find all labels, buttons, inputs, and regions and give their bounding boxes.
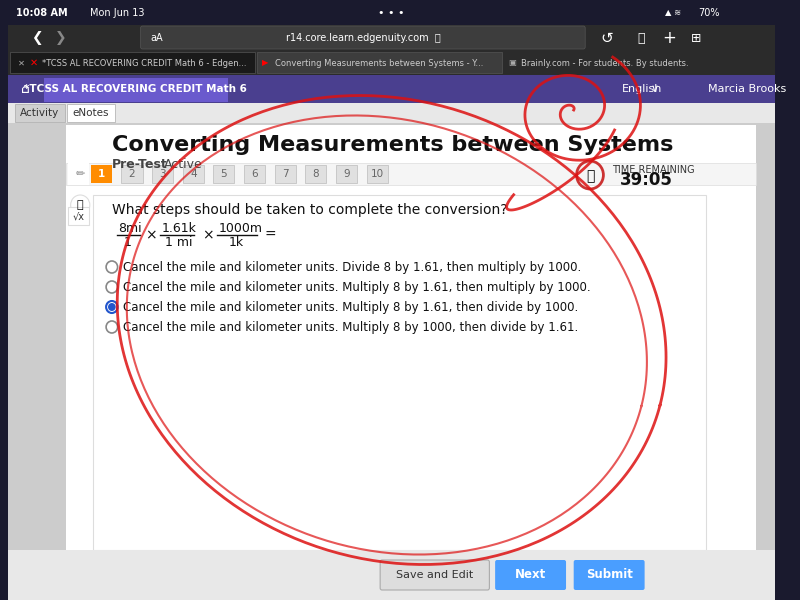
Text: r14.core.learn.edgenuity.com  🔒: r14.core.learn.edgenuity.com 🔒 [286,33,440,43]
FancyBboxPatch shape [274,165,296,183]
FancyBboxPatch shape [122,165,142,183]
Text: 3: 3 [159,169,166,179]
Text: 2: 2 [129,169,135,179]
FancyBboxPatch shape [8,75,775,103]
Text: Save and Edit: Save and Edit [396,570,474,580]
Text: Converting Measurements between Systems - Y...: Converting Measurements between Systems … [274,58,483,67]
Text: ↺: ↺ [601,31,614,46]
Text: ▲ ≋: ▲ ≋ [665,8,681,17]
FancyBboxPatch shape [141,26,586,49]
FancyBboxPatch shape [8,50,775,75]
FancyBboxPatch shape [8,123,775,600]
Text: ✕: ✕ [30,58,38,68]
Text: ∨: ∨ [650,84,658,94]
Text: aA: aA [150,33,163,43]
FancyBboxPatch shape [495,560,566,590]
Text: • • •: • • • [378,8,405,18]
FancyBboxPatch shape [306,165,326,183]
Text: 1: 1 [123,236,131,250]
Text: ▶: ▶ [262,58,269,67]
Text: 6: 6 [251,169,258,179]
Text: Pre-Test: Pre-Test [112,158,167,172]
Text: Cancel the mile and kilometer units. Multiply 8 by 1.61, then divide by 1000.: Cancel the mile and kilometer units. Mul… [123,301,578,313]
Text: What steps should be taken to complete the conversion?: What steps should be taken to complete t… [112,203,507,217]
FancyBboxPatch shape [380,560,490,590]
Text: 4: 4 [190,169,197,179]
FancyBboxPatch shape [67,104,114,122]
Text: 10: 10 [370,169,384,179]
Text: √x: √x [72,211,84,221]
Text: ⎙: ⎙ [637,31,645,44]
FancyBboxPatch shape [258,52,502,73]
Text: +: + [662,29,677,47]
Circle shape [108,303,116,311]
FancyBboxPatch shape [68,163,89,185]
Circle shape [70,195,90,215]
Text: =: = [264,228,276,242]
FancyBboxPatch shape [152,165,173,183]
Text: ⌂: ⌂ [22,82,30,96]
FancyBboxPatch shape [10,52,254,73]
Text: Marcia Brooks: Marcia Brooks [708,84,786,94]
Text: Cancel the mile and kilometer units. Multiply 8 by 1.61, then multiply by 1000.: Cancel the mile and kilometer units. Mul… [123,280,591,293]
FancyBboxPatch shape [66,163,756,185]
Text: Cancel the mile and kilometer units. Multiply 8 by 1000, then divide by 1.61.: Cancel the mile and kilometer units. Mul… [123,320,578,334]
Text: Converting Measurements between Systems: Converting Measurements between Systems [112,135,674,155]
Text: ×: × [202,228,214,242]
FancyBboxPatch shape [8,25,775,50]
FancyBboxPatch shape [90,165,112,183]
FancyBboxPatch shape [244,165,265,183]
Text: 1.61k: 1.61k [162,221,197,235]
Text: *TCSS AL RECOVERING CREDIT Math 6 - Edgen...: *TCSS AL RECOVERING CREDIT Math 6 - Edge… [42,58,246,67]
Text: ✕: ✕ [18,58,25,67]
FancyBboxPatch shape [93,195,706,550]
Text: 10:08 AM: 10:08 AM [16,8,68,18]
FancyBboxPatch shape [182,165,204,183]
FancyBboxPatch shape [8,550,775,600]
Text: English: English [622,84,662,94]
Text: 5: 5 [221,169,227,179]
Text: 70%: 70% [698,8,720,18]
FancyBboxPatch shape [214,165,234,183]
Text: ×: × [146,228,157,242]
Text: Brainly.com - For students. By students.: Brainly.com - For students. By students. [521,58,689,67]
Text: Activity: Activity [20,108,60,118]
Text: 1 mi: 1 mi [165,236,192,250]
Text: Mon Jun 13: Mon Jun 13 [90,8,144,18]
Text: Active: Active [163,158,202,172]
Text: ❮: ❮ [31,31,43,45]
Text: 7: 7 [282,169,289,179]
Text: 1k: 1k [229,236,244,250]
Text: Submit: Submit [586,569,633,581]
FancyBboxPatch shape [366,165,388,183]
Text: 9: 9 [343,169,350,179]
Text: Cancel the mile and kilometer units. Divide 8 by 1.61, then multiply by 1000.: Cancel the mile and kilometer units. Div… [123,260,582,274]
Text: eNotes: eNotes [73,108,109,118]
Text: 1000m: 1000m [219,221,263,235]
Text: ❯: ❯ [55,31,67,45]
FancyBboxPatch shape [66,125,756,580]
Text: 1: 1 [98,169,105,179]
Text: ⊞: ⊞ [691,31,702,44]
Text: *TCSS AL RECOVERING CREDIT Math 6: *TCSS AL RECOVERING CREDIT Math 6 [24,84,247,94]
FancyBboxPatch shape [8,0,775,25]
FancyBboxPatch shape [15,104,65,122]
FancyBboxPatch shape [336,165,357,183]
Text: 8: 8 [313,169,319,179]
Text: 🎧: 🎧 [77,200,83,210]
FancyBboxPatch shape [574,560,645,590]
FancyBboxPatch shape [68,207,89,225]
Text: ✏: ✏ [75,169,85,179]
Text: 🏈: 🏈 [586,169,594,183]
FancyBboxPatch shape [8,103,775,123]
Text: 8mi: 8mi [118,221,142,235]
Text: 39:05: 39:05 [620,171,673,189]
Text: Next: Next [515,569,546,581]
Text: ▣: ▣ [509,58,517,67]
FancyBboxPatch shape [44,78,228,102]
Text: TIME REMAINING: TIME REMAINING [612,165,694,175]
